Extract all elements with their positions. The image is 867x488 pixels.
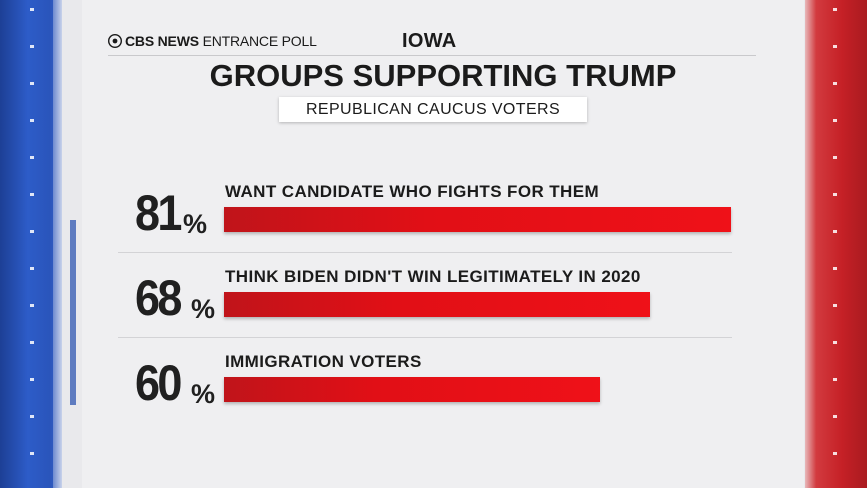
row-divider — [118, 337, 732, 338]
region-label: IOWA — [402, 30, 457, 52]
panel-tick — [30, 415, 34, 418]
panel-tick — [833, 378, 837, 381]
brand-network: CBS NEWS — [125, 33, 199, 49]
percent-sign: % — [183, 209, 208, 239]
panel-tick — [30, 156, 34, 159]
bar — [224, 377, 600, 402]
panel-tick — [833, 267, 837, 270]
percent-sign: % — [191, 294, 216, 324]
panel-tick — [833, 8, 837, 11]
bar-row: 68% THINK BIDEN DIDN'T WIN LEGITIMATELY I… — [135, 267, 735, 353]
panel-tick — [833, 82, 837, 85]
panel-tick — [30, 378, 34, 381]
bar-row: 81% WANT CANDIDATE WHO FIGHTS FOR THEM — [135, 182, 735, 268]
panel-tick — [30, 8, 34, 11]
panel-tick — [833, 304, 837, 307]
cbs-eye-icon — [107, 33, 123, 51]
brand: CBS NEWS ENTRANCE POLL — [107, 33, 317, 51]
panel-tick — [833, 156, 837, 159]
panel-tick — [833, 193, 837, 196]
panel-tick — [30, 267, 34, 270]
left-panel-slot — [70, 220, 76, 405]
panel-tick — [30, 193, 34, 196]
bar-value: 81 — [135, 185, 182, 241]
brand-product: ENTRANCE POLL — [202, 33, 317, 49]
bar — [224, 207, 731, 232]
panel-tick — [30, 230, 34, 233]
panel-tick — [833, 452, 837, 455]
panel-tick — [833, 230, 837, 233]
bar — [224, 292, 650, 317]
bar-label: WANT CANDIDATE WHO FIGHTS FOR THEM — [225, 182, 600, 201]
row-divider — [118, 252, 732, 253]
panel-tick — [833, 415, 837, 418]
bar-label: IMMIGRATION VOTERS — [225, 352, 422, 371]
left-blue-panel — [0, 0, 76, 488]
left-panel-edge — [53, 0, 62, 488]
bar-value: 68 — [135, 270, 182, 326]
percent-sign: % — [191, 379, 216, 409]
panel-tick — [30, 119, 34, 122]
panel-tick — [30, 45, 34, 48]
bar-row: 60% IMMIGRATION VOTERS — [135, 352, 735, 438]
bar-label: THINK BIDEN DIDN'T WIN LEGITIMATELY IN 2… — [225, 267, 641, 286]
chart-subtitle: REPUBLICAN CAUCUS VOTERS — [279, 97, 587, 122]
panel-tick — [833, 341, 837, 344]
content-panel — [82, 0, 804, 488]
bar-value: 60 — [135, 355, 182, 411]
panel-tick — [30, 82, 34, 85]
panel-tick — [30, 452, 34, 455]
panel-tick — [30, 304, 34, 307]
right-red-panel — [797, 0, 867, 488]
panel-tick — [833, 45, 837, 48]
panel-tick — [833, 119, 837, 122]
panel-tick — [30, 341, 34, 344]
chart-title: GROUPS SUPPORTING TRUMP — [209, 58, 677, 93]
header: CBS NEWS ENTRANCE POLL IOWA — [107, 30, 756, 56]
